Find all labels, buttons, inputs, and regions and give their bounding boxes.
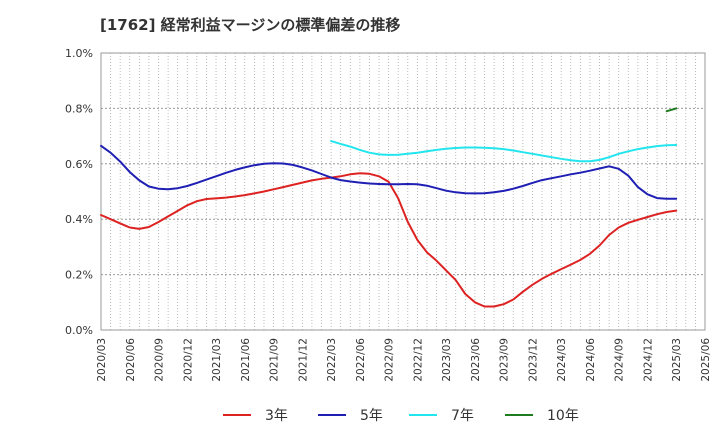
plot-area bbox=[100, 52, 706, 331]
series-line-1 bbox=[100, 144, 678, 200]
x-tick-label: 2021/06 bbox=[240, 338, 252, 382]
legend-swatch-5y bbox=[318, 414, 346, 416]
legend-item-5y: 5年 bbox=[318, 404, 383, 426]
legend-swatch-3y bbox=[223, 414, 251, 416]
x-tick-label: 2023/06 bbox=[470, 338, 482, 382]
x-tick-label: 2023/12 bbox=[527, 338, 539, 382]
y-tick-label: 0.8% bbox=[65, 102, 93, 115]
series-lines bbox=[100, 107, 678, 308]
x-tick-label: 2024/06 bbox=[585, 338, 597, 382]
x-tick-label: 2025/06 bbox=[700, 338, 712, 382]
y-tick-label: 0.4% bbox=[65, 213, 93, 226]
chart-title: [1762] 経常利益マージンの標準偏差の推移 bbox=[100, 16, 401, 34]
x-tick-label: 2022/03 bbox=[326, 338, 338, 382]
x-tick-label: 2020/06 bbox=[125, 338, 137, 382]
y-tick-label: 0.0% bbox=[65, 324, 93, 337]
x-tick-label: 2022/09 bbox=[384, 338, 396, 382]
legend: 3年 5年 7年 10年 bbox=[0, 404, 720, 426]
x-tick-label: 2020/09 bbox=[154, 338, 166, 382]
series-line-3 bbox=[665, 107, 678, 113]
x-tick-label: 2020/12 bbox=[182, 338, 194, 382]
grid-lines bbox=[101, 52, 705, 331]
y-tick-label: 0.2% bbox=[65, 269, 93, 282]
x-tick-label: 2024/12 bbox=[642, 338, 654, 382]
legend-item-7y: 7年 bbox=[409, 404, 474, 426]
x-tick-label: 2020/03 bbox=[96, 338, 108, 382]
legend-label-5y: 5年 bbox=[360, 408, 383, 424]
x-tick-label: 2022/12 bbox=[412, 338, 424, 382]
x-tick-label: 2021/03 bbox=[211, 338, 223, 382]
x-tick-label: 2021/09 bbox=[269, 338, 281, 382]
x-axis-ticks: 2020/03 2020/06 2020/09 2020/12 2021/03 2021/… bbox=[96, 338, 712, 382]
x-tick-label: 2024/09 bbox=[614, 338, 626, 382]
legend-item-10y: 10年 bbox=[505, 404, 579, 426]
legend-swatch-10y bbox=[505, 414, 533, 416]
legend-label-3y: 3年 bbox=[265, 408, 288, 424]
series-line-2 bbox=[330, 140, 678, 163]
y-axis-ticks: 0.0% 0.2% 0.4% 0.6% 0.8% 1.0% bbox=[65, 47, 93, 337]
y-tick-label: 0.6% bbox=[65, 158, 93, 171]
legend-label-7y: 7年 bbox=[451, 408, 474, 424]
legend-label-10y: 10年 bbox=[547, 408, 579, 424]
x-tick-label: 2021/12 bbox=[297, 338, 309, 382]
x-tick-label: 2023/03 bbox=[441, 338, 453, 382]
x-tick-label: 2025/03 bbox=[671, 338, 683, 382]
x-tick-label: 2024/03 bbox=[556, 338, 568, 382]
x-tick-label: 2023/09 bbox=[499, 338, 511, 382]
y-tick-label: 1.0% bbox=[65, 47, 93, 60]
legend-item-3y: 3年 bbox=[223, 404, 288, 426]
series-line-0 bbox=[100, 172, 678, 308]
legend-swatch-7y bbox=[409, 414, 437, 416]
x-tick-label: 2022/06 bbox=[355, 338, 367, 382]
